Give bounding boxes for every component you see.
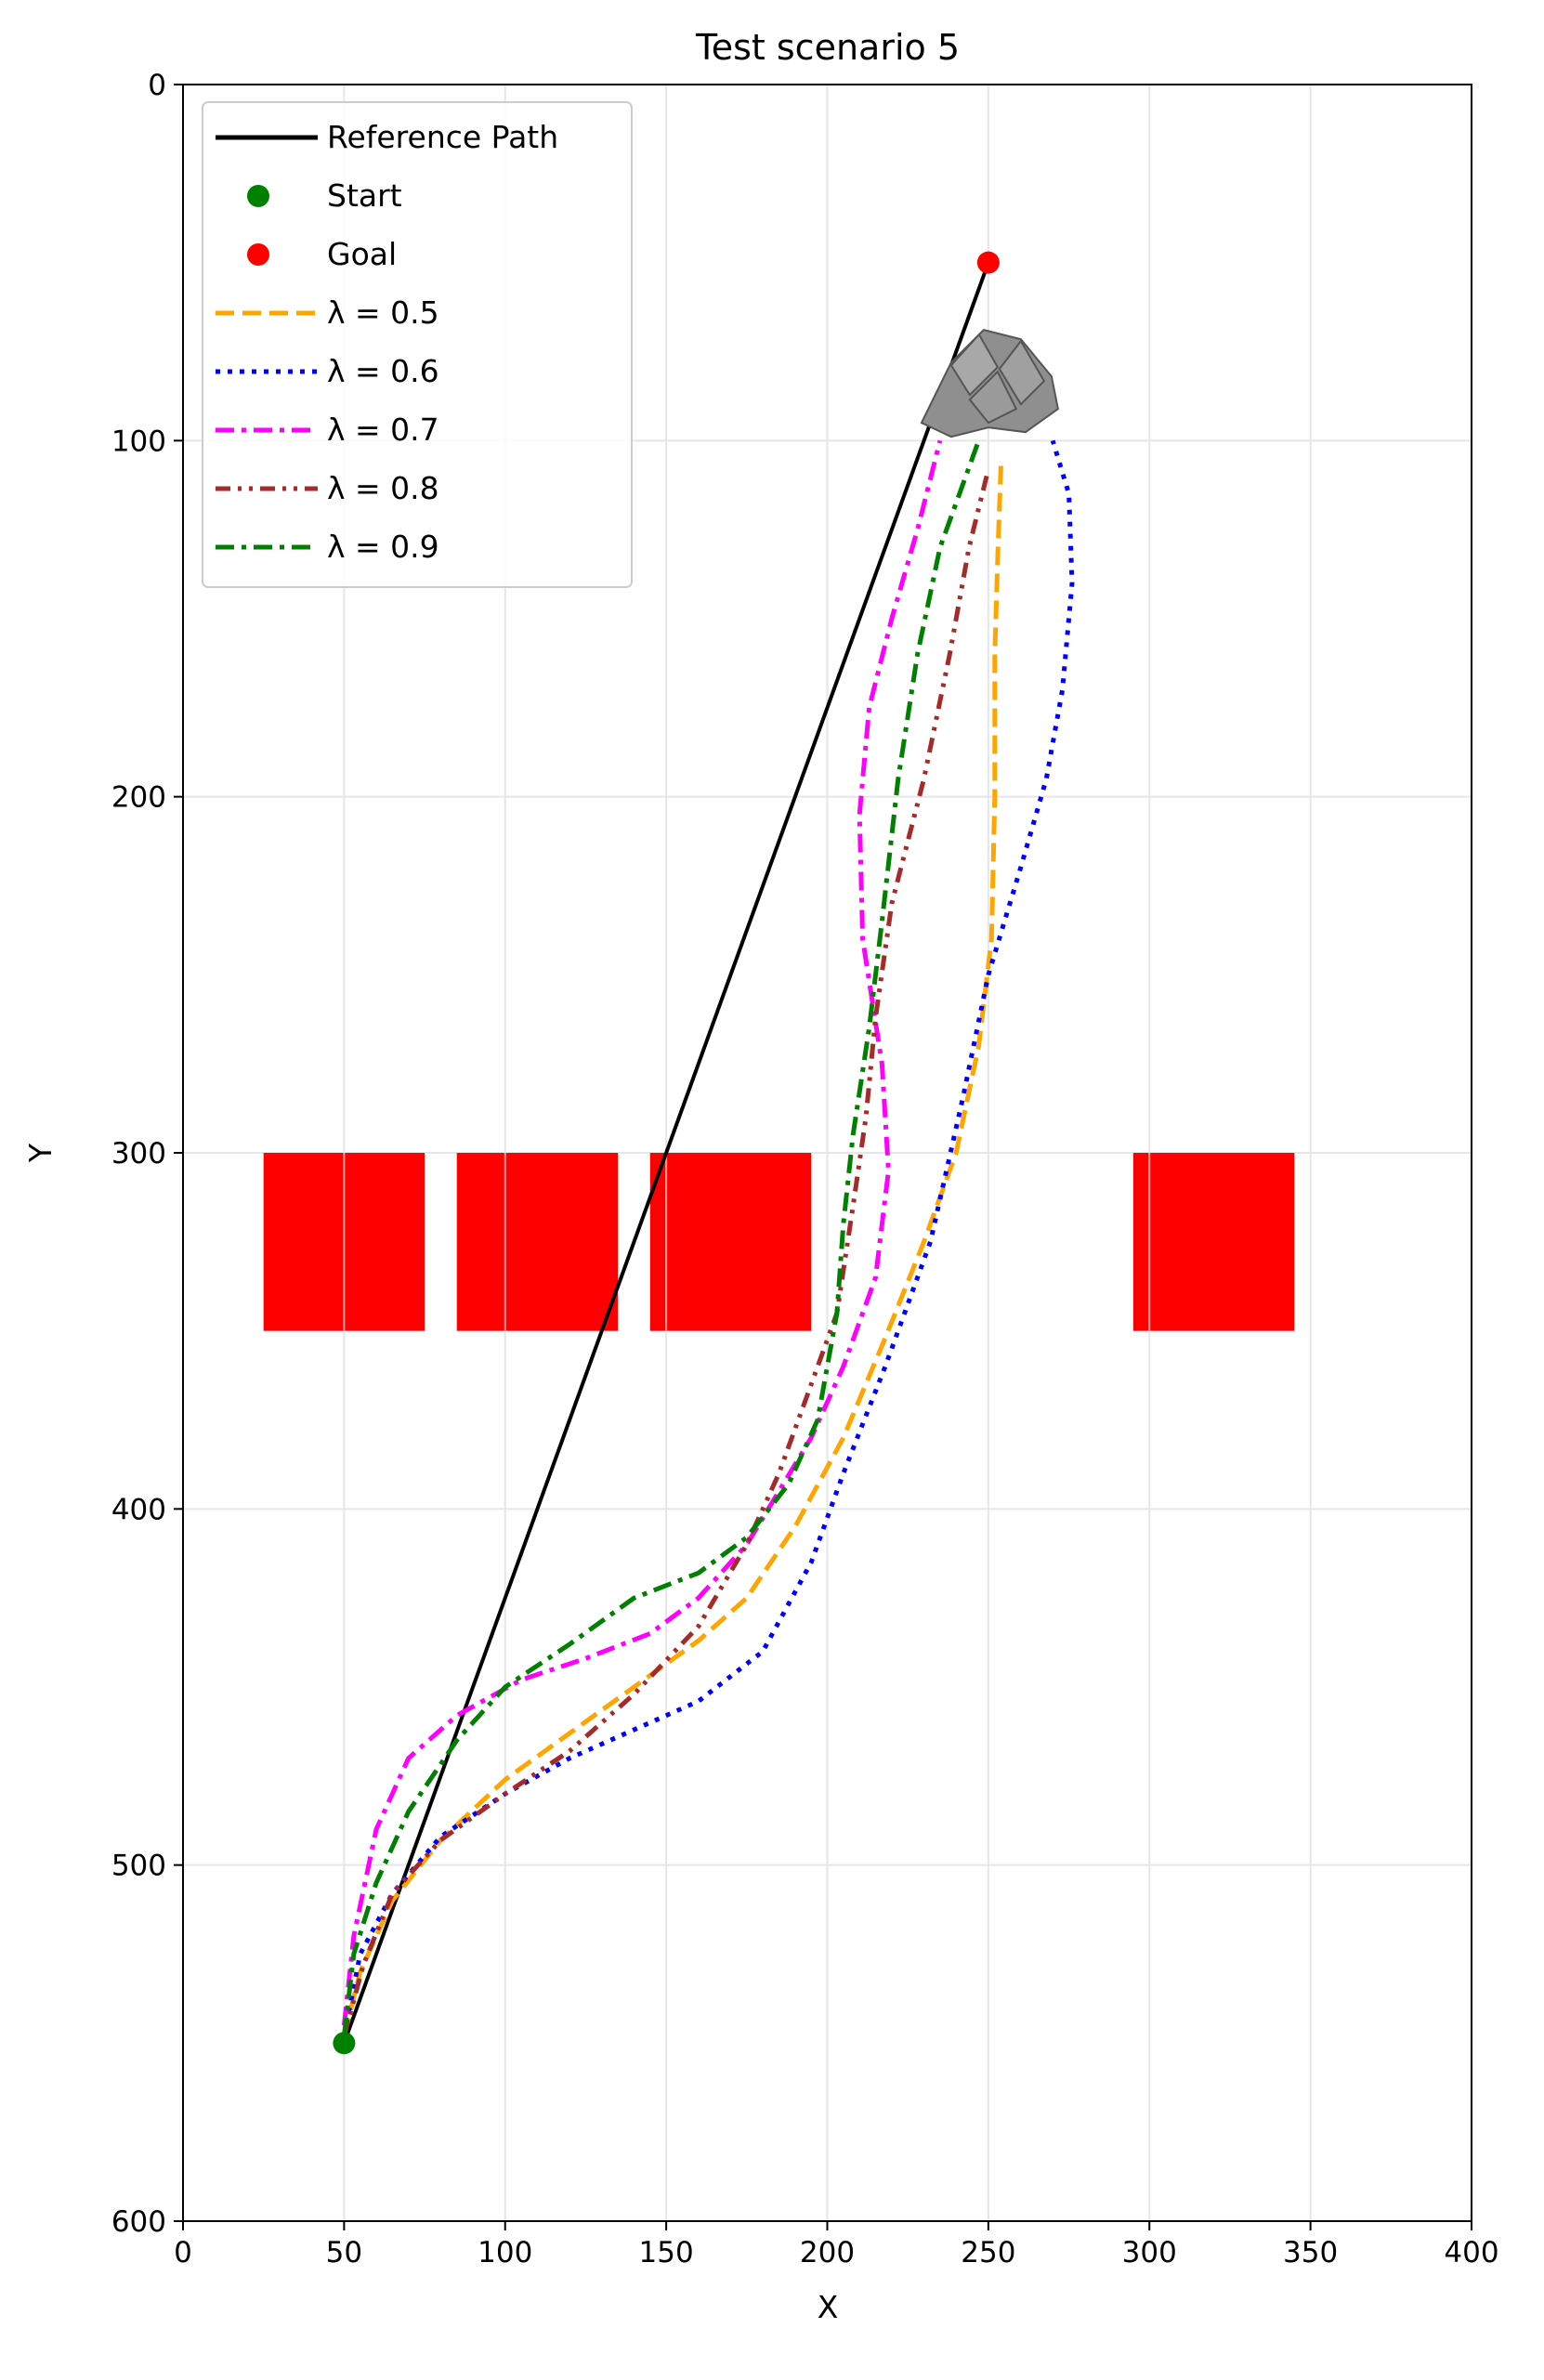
x-tick-label-0: 0: [174, 2236, 192, 2269]
x-tick-label-1: 50: [326, 2236, 362, 2269]
vehicle-icon: [920, 329, 1059, 438]
y-tick-label-0: 0: [148, 69, 166, 102]
y-tick-label-2: 200: [111, 781, 166, 815]
x-tick-label-7: 350: [1283, 2236, 1338, 2269]
y-axis-ticks: 0 100 200 300 400 500 600: [111, 69, 183, 2239]
vehicle-panel-3: [968, 370, 1018, 425]
obstacles: [263, 1153, 1295, 1331]
x-tick-label-2: 100: [478, 2236, 532, 2269]
x-tick-label-4: 200: [800, 2236, 855, 2269]
legend-swatch-2: [247, 243, 269, 266]
markers: [333, 251, 1000, 2055]
x-tick-label-6: 300: [1122, 2236, 1177, 2269]
chart-title: Test scenario 5: [695, 27, 960, 68]
series-line-5: [341, 439, 981, 2036]
obstacle-3: [649, 1153, 812, 1331]
start-marker: [333, 2032, 356, 2055]
y-tick-label-4: 400: [111, 1493, 166, 1526]
y-tick-label-5: 500: [111, 1850, 166, 1883]
legend-label-7: λ = 0.9: [327, 529, 439, 565]
y-axis-label: Y: [22, 1143, 59, 1163]
x-axis-ticks: 0 50 100 150 200 250 300 350 400: [174, 2221, 1499, 2269]
legend-label-3: λ = 0.5: [327, 294, 439, 331]
series-layer: [341, 262, 1075, 2044]
vehicle-panel-1: [949, 333, 1000, 397]
x-tick-label-8: 400: [1444, 2236, 1498, 2269]
x-tick-label-5: 250: [961, 2236, 1015, 2269]
x-tick-label-3: 150: [639, 2236, 694, 2269]
legend: Reference Path Start Goal λ = 0.5 λ = 0.6 λ =…: [202, 101, 633, 588]
legend-label-6: λ = 0.8: [327, 470, 439, 506]
legend-swatch-1: [247, 185, 269, 207]
legend-box: [202, 101, 633, 588]
series-line-4: [341, 468, 991, 2037]
legend-label-0: Reference Path: [327, 119, 558, 155]
obstacle-2: [456, 1153, 619, 1331]
vehicle-panel-2: [998, 339, 1046, 406]
y-tick-label-3: 300: [111, 1137, 166, 1170]
y-tick-label-6: 600: [111, 2205, 166, 2239]
y-tick-label-1: 100: [111, 425, 166, 458]
series-line-1: [341, 458, 1004, 2037]
legend-label-2: Goal: [327, 236, 397, 272]
legend-label-1: Start: [327, 177, 402, 214]
legend-label-5: λ = 0.7: [327, 412, 439, 448]
legend-label-4: λ = 0.6: [327, 353, 439, 389]
x-axis-label: X: [818, 2289, 839, 2325]
obstacle-4: [1132, 1153, 1295, 1331]
goal-marker: [976, 251, 1000, 274]
